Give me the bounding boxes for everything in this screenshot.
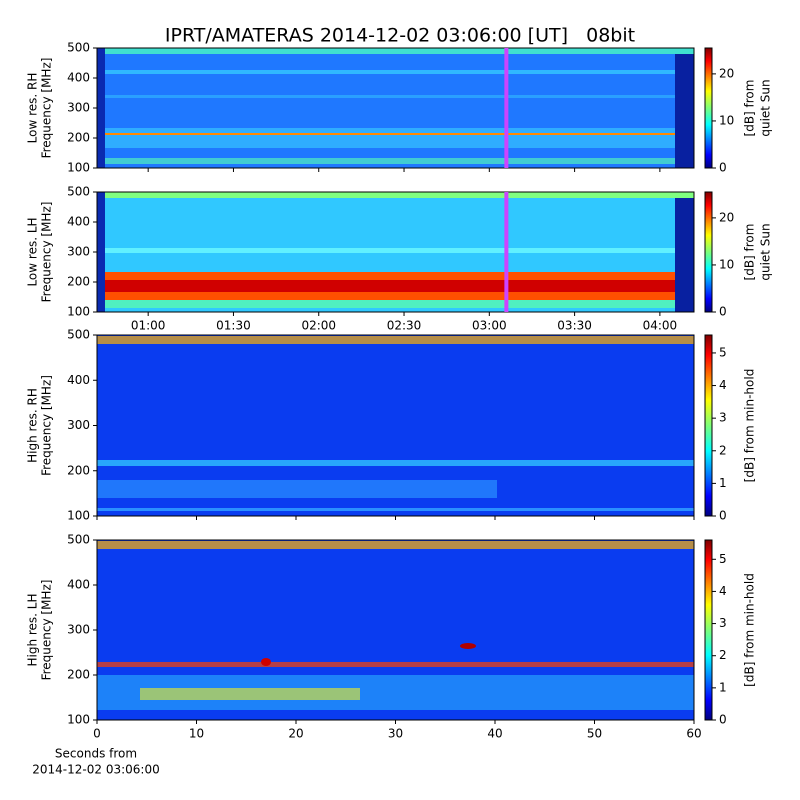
colorbar	[704, 539, 713, 721]
x-tick-label: 60	[686, 727, 701, 741]
y-tick-label: 100	[67, 305, 90, 319]
colorbar-tick-label: 0	[719, 161, 727, 175]
x-tick-label: 02:30	[387, 319, 422, 333]
y-tick-label: 200	[67, 275, 90, 289]
x-tick-label: 04:00	[643, 319, 678, 333]
x-tick-label: 02:00	[301, 319, 336, 333]
y-tick-label: 100	[67, 509, 90, 523]
colorbar	[704, 191, 713, 313]
y-tick-label: 400	[67, 71, 90, 85]
x-axis-label: Seconds from	[55, 747, 137, 761]
colorbar-tick-label: 0	[719, 305, 727, 319]
y-tick-label: 200	[67, 463, 90, 477]
colorbar-tick-label: 10	[719, 257, 734, 271]
colorbar-tick-label: 20	[719, 66, 734, 80]
colorbar	[704, 334, 713, 517]
y-tick-label: 500	[67, 185, 90, 199]
chart-title: IPRT/AMATERAS 2014-12-02 03:06:00 [UT] 0…	[165, 25, 635, 47]
x-tick-label: 03:30	[557, 319, 592, 333]
y-tick-label: 500	[67, 328, 90, 342]
spectrogram-3	[97, 335, 694, 516]
colorbar-tick-label: 10	[719, 113, 734, 127]
colorbar	[704, 47, 713, 169]
y-axis-label: High res. LH	[26, 593, 40, 666]
colorbar-tick-label: 3	[719, 411, 727, 425]
y-tick-label: 500	[67, 41, 90, 55]
spectrogram-4	[97, 540, 694, 720]
y-axis-label: Frequency [MHz]	[40, 375, 54, 476]
x-tick-label: 01:30	[216, 319, 251, 333]
y-tick-label: 400	[67, 578, 90, 592]
y-axis-label: Low res. LH	[26, 217, 40, 286]
x-tick-label: 40	[487, 727, 502, 741]
spectrogram-2	[97, 192, 694, 312]
colorbar-tick-label: 0	[719, 713, 727, 727]
colorbar-tick-label: 1	[719, 680, 727, 694]
y-tick-label: 100	[67, 161, 90, 175]
y-tick-label: 500	[67, 533, 90, 547]
colorbar-tick-label: 5	[719, 345, 727, 359]
x-tick-label: 0	[93, 727, 101, 741]
colorbar-tick-label: 4	[719, 584, 727, 598]
y-axis-label: Frequency [MHz]	[40, 580, 54, 681]
y-tick-label: 200	[67, 668, 90, 682]
x-tick-label: 01:00	[131, 319, 166, 333]
colorbar-label: quiet Sun	[759, 79, 773, 136]
y-tick-label: 200	[67, 131, 90, 145]
y-axis-label: Low res. RH	[26, 73, 40, 144]
colorbar-tick-label: 3	[719, 616, 727, 630]
spectrogram-1	[97, 48, 694, 168]
y-tick-label: 100	[67, 713, 90, 727]
colorbar-tick-label: 2	[719, 443, 727, 457]
x-tick-label: 30	[388, 727, 403, 741]
colorbar-tick-label: 1	[719, 476, 727, 490]
colorbar-tick-label: 2	[719, 648, 727, 662]
colorbar-tick-label: 4	[719, 378, 727, 392]
y-axis-label: Frequency [MHz]	[40, 202, 54, 303]
x-tick-label: 03:00	[472, 319, 507, 333]
y-tick-label: 300	[67, 623, 90, 637]
x-axis-label: 2014-12-02 03:06:00	[32, 763, 159, 777]
colorbar-label: [dB] from	[743, 80, 757, 137]
y-tick-label: 300	[67, 101, 90, 115]
y-tick-label: 300	[67, 245, 90, 259]
y-axis-label: Frequency [MHz]	[40, 58, 54, 159]
colorbar-tick-label: 0	[719, 509, 727, 523]
y-tick-label: 400	[67, 215, 90, 229]
x-tick-label: 20	[288, 727, 303, 741]
colorbar-tick-label: 20	[719, 210, 734, 224]
y-tick-label: 400	[67, 373, 90, 387]
y-axis-label: High res. RH	[26, 388, 40, 463]
x-tick-label: 10	[189, 727, 204, 741]
y-tick-label: 300	[67, 418, 90, 432]
colorbar-tick-label: 5	[719, 552, 727, 566]
colorbar-label: [dB] from min-hold	[743, 369, 757, 483]
colorbar-label: [dB] from min-hold	[743, 573, 757, 687]
colorbar-label: [dB] from	[743, 224, 757, 281]
colorbar-label: quiet Sun	[759, 223, 773, 280]
x-tick-label: 50	[587, 727, 602, 741]
